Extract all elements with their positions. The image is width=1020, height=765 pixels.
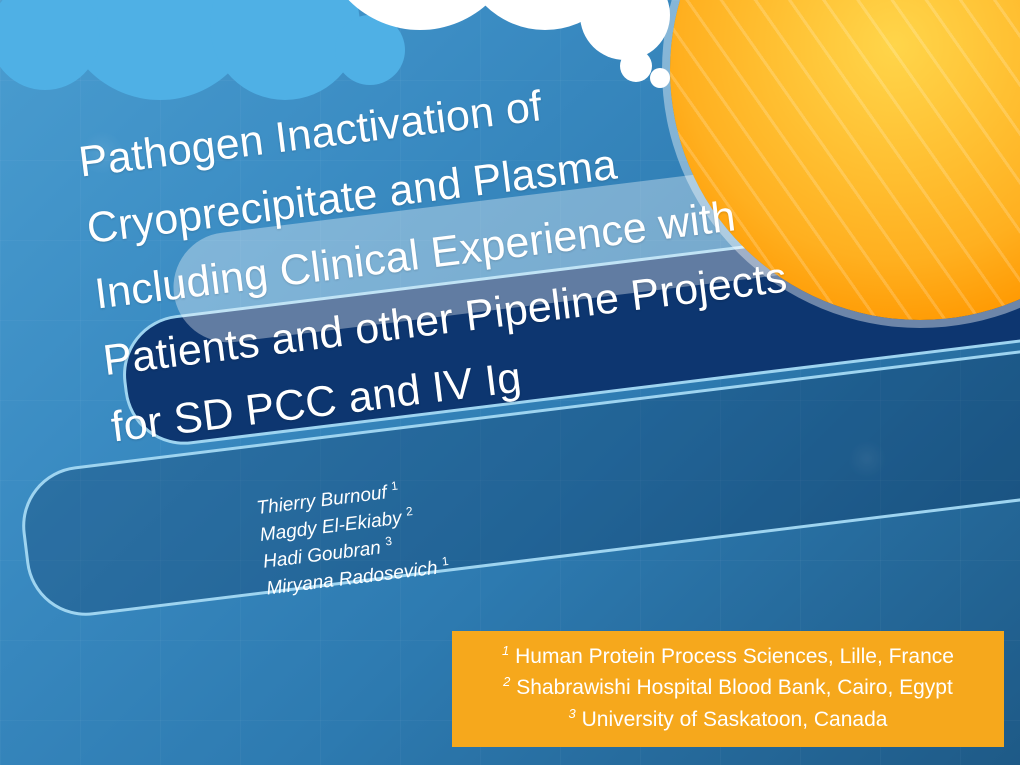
affiliation-line: 1 Human Protein Process Sciences, Lille,… <box>466 641 990 673</box>
affil-text: Human Protein Process Sciences, Lille, F… <box>515 645 954 668</box>
affil-sup: 2 <box>503 674 510 689</box>
author-sup: 2 <box>405 504 413 519</box>
affil-text: Shabrawishi Hospital Blood Bank, Cairo, … <box>516 676 953 699</box>
affil-sup: 3 <box>569 706 576 721</box>
affiliation-line: 3 University of Saskatoon, Canada <box>466 704 990 736</box>
author-sup: 1 <box>390 479 398 494</box>
affiliation-line: 2 Shabrawishi Hospital Blood Bank, Cairo… <box>466 672 990 704</box>
author-list: Thierry Burnouf 1 Magdy El-Ekiaby 2 Hadi… <box>255 473 451 603</box>
author-sup: 3 <box>384 534 392 549</box>
affiliation-box: 1 Human Protein Process Sciences, Lille,… <box>452 631 1004 748</box>
affil-text: University of Saskatoon, Canada <box>582 708 888 731</box>
affil-sup: 1 <box>502 643 509 658</box>
